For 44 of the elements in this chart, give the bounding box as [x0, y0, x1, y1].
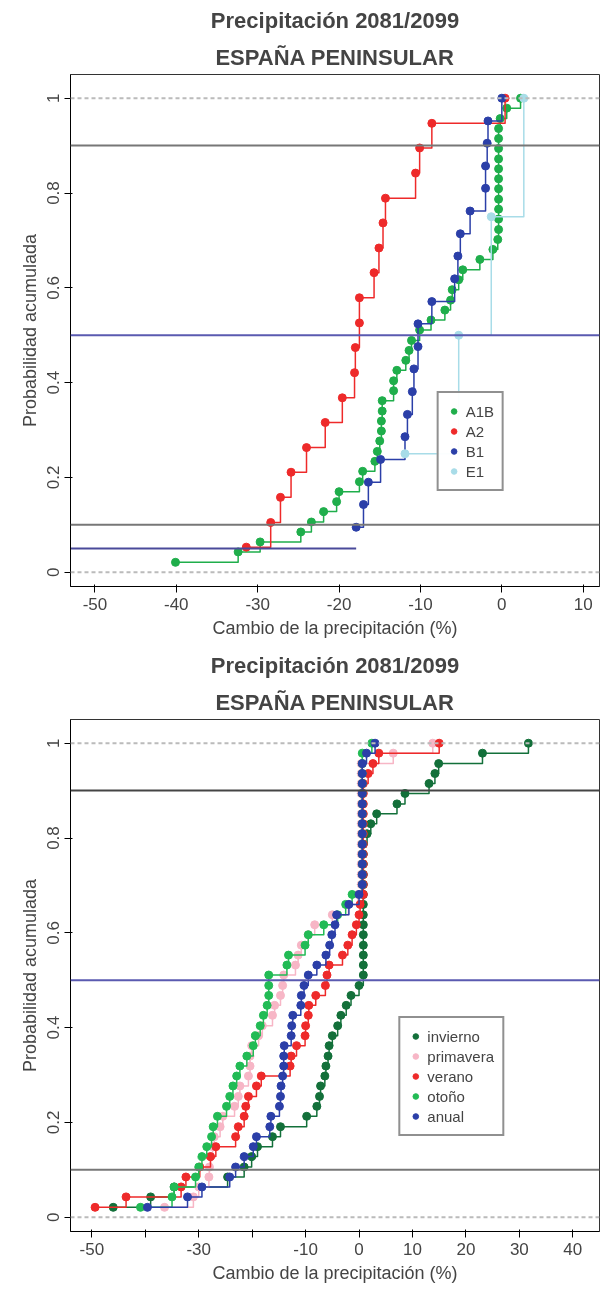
x-tick-label: 0: [497, 594, 507, 614]
y-tick-label: 0.4: [44, 1015, 64, 1040]
legend-label: otoño: [427, 1087, 465, 1105]
legend-label: anual: [427, 1107, 465, 1125]
x-tick-label: 10: [573, 594, 593, 614]
y-tick-label: 0.2: [44, 1110, 64, 1135]
y-axis-title: Probabilidad acumulada: [19, 232, 40, 428]
x-axis-title: Cambio de la precipitación (%): [212, 617, 458, 638]
x-tick-label: 40: [563, 1239, 583, 1259]
x-tick-label: 10: [403, 1239, 422, 1259]
y-tick-label: 0.8: [44, 181, 64, 205]
x-tick-label: -20: [326, 594, 352, 614]
legend-label: primavera: [427, 1047, 494, 1065]
legend-label: A1B: [465, 402, 494, 420]
legend-label: A2: [465, 422, 485, 440]
legend-label: E1: [465, 462, 485, 480]
y-tick-label: 1: [44, 93, 64, 103]
y-tick-label: 0.6: [44, 276, 64, 300]
y-tick-label: 1: [44, 738, 64, 748]
chart-subtitle: ESPAÑA PENINSULAR: [215, 44, 454, 70]
x-tick-label: -10: [293, 1239, 318, 1259]
x-axis-title: Cambio de la precipitación (%): [212, 1262, 458, 1283]
x-tick-label: 20: [456, 1239, 476, 1259]
y-tick-label: 0.8: [44, 826, 64, 850]
x-tick-label: -50: [82, 594, 108, 614]
y-tick-label: 0: [44, 1212, 64, 1223]
x-tick-label: -30: [245, 594, 270, 614]
x-tick-label: -50: [79, 1239, 105, 1259]
chart-title: Precipitación 2081/2099: [210, 652, 460, 678]
y-axis-title: Probabilidad acumulada: [19, 877, 40, 1073]
y-tick-label: 0.2: [44, 465, 64, 490]
chart-title: Precipitación 2081/2099: [210, 7, 460, 33]
y-tick-label: 0.4: [44, 370, 64, 395]
legend-label: invierno: [427, 1027, 480, 1045]
x-tick-label: 0: [354, 1239, 364, 1259]
x-tick-label: -40: [164, 594, 189, 614]
x-tick-label: -30: [186, 1239, 212, 1259]
x-tick-label: 30: [509, 1239, 529, 1259]
legend-label: B1: [465, 442, 485, 460]
y-tick-label: 0.6: [44, 921, 64, 945]
chart-subtitle: ESPAÑA PENINSULAR: [215, 689, 454, 715]
y-tick-label: 0: [44, 567, 64, 578]
legend-label: verano: [427, 1067, 474, 1085]
x-tick-label: -10: [408, 594, 433, 614]
